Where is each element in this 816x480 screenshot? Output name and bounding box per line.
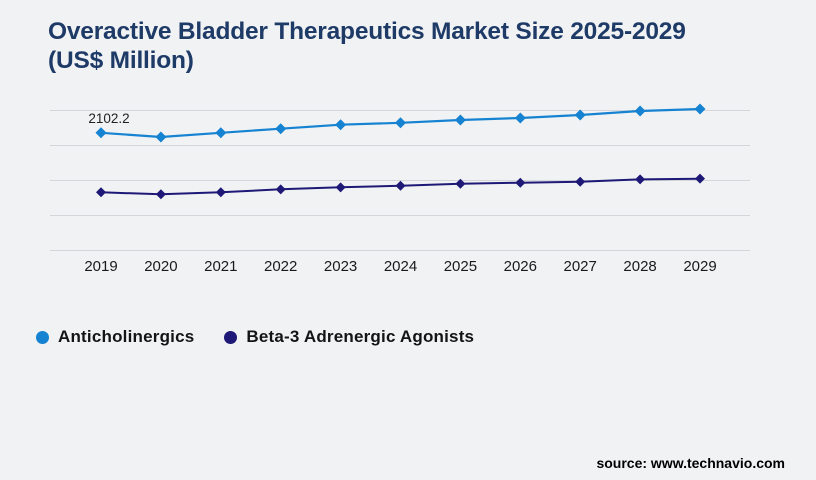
svg-text:2019: 2019	[84, 258, 117, 275]
gridlines	[50, 110, 750, 251]
svg-text:2102.2: 2102.2	[88, 111, 129, 126]
legend-item-anticholinergics: Anticholinergics	[36, 327, 194, 347]
svg-text:2022: 2022	[264, 258, 297, 275]
source-attribution: source: www.technavio.com	[596, 455, 785, 471]
svg-text:2020: 2020	[144, 258, 177, 275]
svg-text:2026: 2026	[504, 258, 537, 275]
svg-text:2023: 2023	[324, 258, 357, 275]
chart-title: Overactive Bladder Therapeutics Market S…	[48, 17, 748, 75]
legend-label-1: Beta-3 Adrenergic Agonists	[246, 327, 475, 346]
svg-text:2029: 2029	[683, 258, 716, 275]
legend-dot-0	[36, 330, 49, 344]
svg-text:2021: 2021	[204, 258, 237, 275]
series-markers	[95, 103, 706, 200]
svg-text:2025: 2025	[444, 258, 477, 275]
data-label-group: 2102.2	[88, 111, 129, 126]
legend-dot-1	[224, 330, 238, 344]
svg-text:2028: 2028	[623, 258, 656, 275]
chart-title-line1: Overactive Bladder Therapeutics Market S…	[48, 18, 686, 45]
legend-item-beta3: Beta-3 Adrenergic Agonists	[224, 327, 474, 347]
legend-label-0: Anticholinergics	[58, 327, 195, 346]
line-chart: 2019 2020 2021 2022 2023 2024 2025 2026 2027 2028…	[50, 103, 750, 275]
svg-text:2024: 2024	[384, 258, 417, 275]
x-axis-labels: 2019 2020 2021 2022 2023 2024 2025 2026 2027 2028…	[84, 258, 716, 275]
legend: Anticholinergics Beta-3 Adrenergic Agoni…	[36, 327, 474, 347]
chart-title-line2: (US$ Million)	[48, 47, 194, 74]
svg-text:2027: 2027	[564, 258, 597, 275]
